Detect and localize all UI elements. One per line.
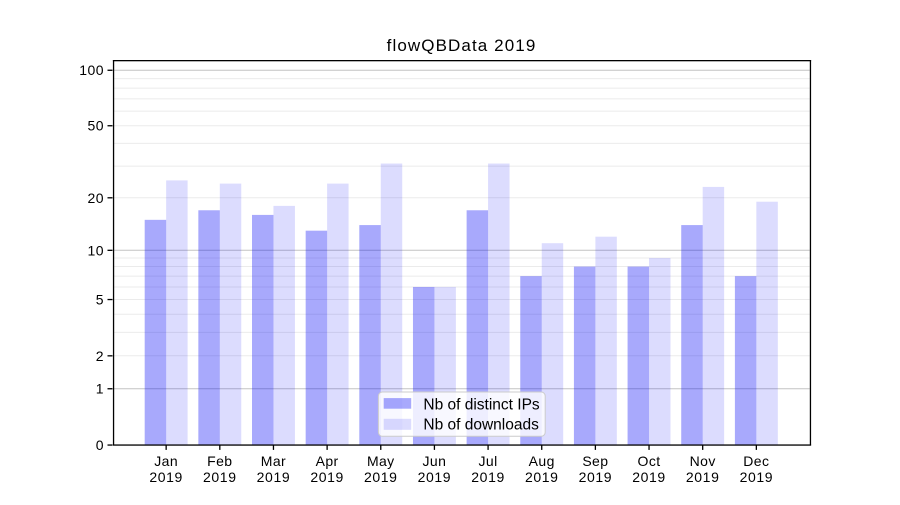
svg-text:Feb: Feb xyxy=(207,453,232,469)
svg-text:2019: 2019 xyxy=(579,469,613,485)
svg-text:10: 10 xyxy=(88,242,105,258)
svg-text:2019: 2019 xyxy=(149,469,183,485)
svg-text:Aug: Aug xyxy=(529,453,555,469)
svg-text:Nb of downloads: Nb of downloads xyxy=(423,417,539,434)
svg-text:2019: 2019 xyxy=(364,469,398,485)
svg-text:Jul: Jul xyxy=(479,453,498,469)
svg-text:20: 20 xyxy=(88,190,105,206)
svg-text:2019: 2019 xyxy=(203,469,237,485)
svg-text:Jun: Jun xyxy=(423,453,447,469)
svg-text:flowQBData 2019: flowQBData 2019 xyxy=(387,36,537,55)
svg-text:0: 0 xyxy=(96,437,104,453)
svg-text:Dec: Dec xyxy=(743,453,769,469)
svg-text:Nb of distinct IPs: Nb of distinct IPs xyxy=(423,397,540,414)
svg-text:Mar: Mar xyxy=(261,453,286,469)
svg-text:2019: 2019 xyxy=(471,469,505,485)
svg-text:2019: 2019 xyxy=(632,469,666,485)
svg-text:2019: 2019 xyxy=(310,469,344,485)
svg-text:Nov: Nov xyxy=(690,453,716,469)
svg-text:Jan: Jan xyxy=(154,453,178,469)
svg-text:5: 5 xyxy=(96,291,104,307)
svg-text:2019: 2019 xyxy=(418,469,452,485)
svg-text:50: 50 xyxy=(88,118,105,134)
svg-text:2: 2 xyxy=(96,348,104,364)
svg-text:100: 100 xyxy=(79,62,104,78)
svg-text:Oct: Oct xyxy=(638,453,661,469)
svg-text:Sep: Sep xyxy=(582,453,608,469)
svg-text:2019: 2019 xyxy=(257,469,291,485)
svg-text:1: 1 xyxy=(96,381,104,397)
svg-text:May: May xyxy=(367,453,395,469)
svg-text:2019: 2019 xyxy=(740,469,774,485)
svg-text:2019: 2019 xyxy=(686,469,720,485)
svg-text:2019: 2019 xyxy=(525,469,559,485)
svg-text:Apr: Apr xyxy=(316,453,339,469)
